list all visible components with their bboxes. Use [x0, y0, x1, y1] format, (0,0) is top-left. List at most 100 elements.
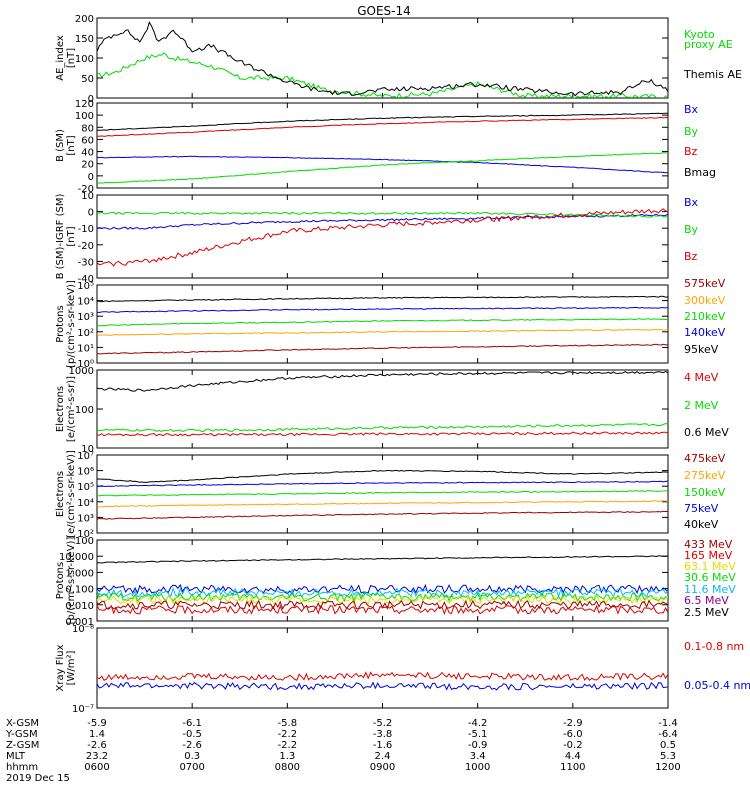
ytick-label: 0	[88, 208, 94, 219]
legend-label: 30.6 MeV	[684, 571, 736, 584]
legend-label: 0.1-0.8 nm	[684, 640, 744, 653]
series-2-5-mev	[97, 604, 668, 616]
footer-value: -5.2	[373, 718, 393, 729]
footer-value: -2.2	[278, 740, 298, 751]
ytick-label: -40	[78, 274, 94, 285]
legend-label: 475keV	[684, 452, 726, 465]
panel-frame	[96, 194, 669, 279]
ytick-label: 10³	[77, 312, 94, 323]
legend-label: 11.6 MeV	[684, 583, 736, 596]
series-300kev	[97, 328, 668, 336]
legend-label: Kyoto	[684, 28, 715, 41]
ytick-label: 1.000	[65, 568, 94, 579]
series-0-6-mev	[97, 370, 668, 392]
ytick-label: 40	[81, 148, 94, 159]
panel-electrons2: 10² 10³ 10⁴ 10⁵ 10⁶ 10⁷ Electrons [e/(cm²-s-sr-…	[55, 450, 726, 540]
panel-protons1: 10⁰ 10¹ 10² 10³ 10⁴ 10⁵ Protons [p/(cm²-s-sr-ke…	[55, 277, 726, 370]
ylabel-line2: [p/(cm²-s-sr-keV)]	[66, 280, 77, 368]
footer-value: -4.2	[468, 718, 488, 729]
ylabel-line1: B (SM)	[55, 129, 66, 162]
series-75kev	[97, 500, 668, 508]
legend-label: 2 MeV	[684, 399, 719, 412]
footer-value: -6.4	[658, 729, 678, 740]
footer-row-label: Z-GSM	[6, 740, 39, 751]
footer-value: 4.4	[565, 751, 581, 762]
footer-row-label: hhmm	[6, 762, 38, 773]
panel-bigrf: -40 -30 -20 -10 0 10 B (SM)-IGRF (SM) [nT] Bx By B…	[55, 191, 699, 285]
ytick-label: -20	[78, 184, 94, 195]
footer-value: -6.0	[563, 729, 583, 740]
series-30-6-mev	[97, 591, 668, 603]
ytick-label: 10⁴	[77, 498, 94, 509]
legend-label: 0.6 MeV	[684, 426, 729, 439]
ylabel-line1: Electrons	[55, 471, 66, 517]
legend-label: 140keV	[684, 326, 726, 339]
ylabel-line1: Xray Flux	[55, 644, 66, 691]
legend-label: 0.05-0.4 nm	[684, 679, 750, 692]
series-433-mev	[97, 555, 668, 564]
series-95kev	[97, 343, 668, 355]
footer-value: -5.8	[278, 718, 298, 729]
series-by	[97, 152, 668, 184]
ylabel-line2: [nT]	[66, 135, 77, 155]
legend-label: 75keV	[684, 502, 719, 515]
panel-frame	[96, 17, 669, 99]
ytick-label: 10⁵	[77, 281, 94, 292]
footer-value: 2.4	[375, 751, 391, 762]
series-kyoto-proxy-ae	[97, 52, 668, 98]
ytick-label: 10⁻⁸	[72, 624, 94, 635]
ylabel-line2: [nT]	[66, 226, 77, 246]
series-themis-ae	[97, 21, 668, 97]
series-by	[97, 211, 668, 218]
footer-value: 1100	[560, 762, 585, 773]
legend-label: Bmag	[684, 166, 716, 179]
ytick-label: 10⁰	[77, 359, 94, 370]
legend-label: 165 MeV	[684, 549, 733, 562]
series-40kev	[97, 510, 668, 520]
legend-label: 95keV	[684, 343, 719, 356]
legend-label: 300keV	[684, 294, 726, 307]
ytick-label: 10.000	[59, 552, 94, 563]
legend-label: Bx	[684, 103, 699, 116]
legend-label: 40keV	[684, 518, 719, 531]
ytick-label: 200	[75, 14, 94, 25]
footer-value: 0600	[84, 762, 109, 773]
ylabel-line1: AE_index	[55, 35, 66, 81]
footer-value: 3.4	[470, 751, 486, 762]
ytick-label: 0.100	[65, 585, 94, 596]
panel-frame	[96, 369, 669, 449]
panel-frame	[96, 454, 669, 534]
legend-label: Bz	[684, 145, 698, 158]
footer-value: -0.2	[563, 740, 583, 751]
ytick-label: 0.010	[65, 601, 94, 612]
footer-value: -2.6	[182, 740, 202, 751]
ylabel-line2: [nT]	[66, 48, 77, 68]
legend-label: 275keV	[684, 469, 726, 482]
ytick-label: 60	[81, 135, 94, 146]
footer-value: -3.8	[373, 729, 393, 740]
legend-label: By	[684, 125, 699, 138]
series-475kev	[97, 469, 668, 483]
ytick-label: 10⁷	[77, 451, 94, 462]
series-165-mev	[97, 583, 668, 595]
ytick-label: 0.001	[65, 617, 94, 628]
legend-label: proxy AE	[684, 38, 733, 51]
footer-value: 1000	[465, 762, 490, 773]
footer-value: 5.3	[660, 751, 676, 762]
ytick-label: 10	[81, 444, 94, 455]
footer-value: -2.9	[563, 718, 583, 729]
figure-title: GOES-14	[357, 4, 411, 18]
footer-value: -1.6	[373, 740, 393, 751]
ytick-label: 80	[81, 123, 94, 134]
ytick-label: -20	[78, 241, 94, 252]
footer-value: 0900	[370, 762, 395, 773]
series-210kev	[97, 318, 668, 327]
ytick-label: 120	[75, 99, 94, 110]
footer-value: -2.2	[278, 729, 298, 740]
footer-value: -0.5	[182, 729, 202, 740]
ylabel-line1: Electrons	[55, 386, 66, 432]
series-575kev	[97, 295, 668, 303]
